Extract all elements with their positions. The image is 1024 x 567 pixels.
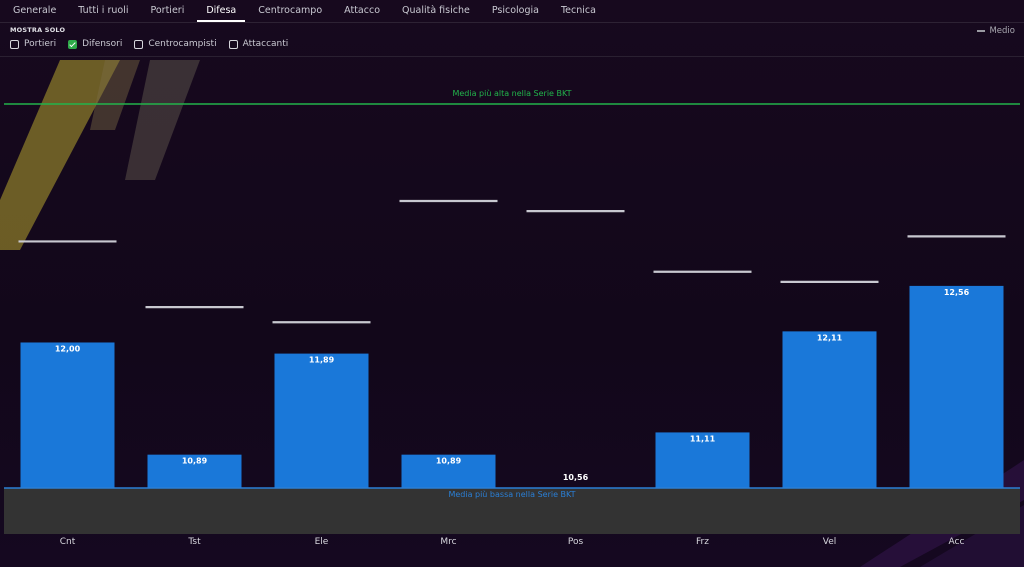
bar-vel (782, 331, 877, 488)
bar-acc (909, 285, 1004, 488)
tab-tutti-i-ruoli[interactable]: Tutti i ruoli (78, 5, 129, 16)
checkbox-attaccanti[interactable] (228, 39, 238, 49)
value-label-cnt: 12,00 (55, 344, 81, 353)
x-tick-pos: Pos (568, 537, 584, 547)
value-label-pos: 10,56 (563, 473, 589, 482)
bar-tst (147, 454, 242, 488)
tab-qualita-fisiche[interactable]: Qualità fisiche (402, 5, 470, 16)
bar-ele (274, 353, 369, 488)
tab-psicologia[interactable]: Psicologia (491, 5, 539, 16)
value-label-vel: 12,11 (817, 333, 843, 342)
tab-attacco[interactable]: Attacco (344, 5, 381, 16)
bar-mrc (401, 454, 496, 488)
checkbox-centrocampisti[interactable] (134, 39, 144, 49)
tab-tecnica[interactable]: Tecnica (560, 5, 596, 16)
filter-difensori-label: Difensori (82, 39, 123, 49)
filter-portieri-label: Portieri (24, 39, 57, 49)
filter-centrocampisti[interactable]: Centrocampisti (134, 39, 217, 49)
legend-average-swatch (977, 30, 986, 32)
value-label-ele: 11,89 (309, 356, 335, 365)
filter-attaccanti[interactable]: Attaccanti (228, 39, 289, 49)
tab-generale[interactable]: Generale (13, 5, 57, 16)
legend-average-label: Medio (989, 26, 1015, 36)
high-average-label: Media più alta nella Serie BKT (452, 89, 571, 98)
filter-attaccanti-label: Attaccanti (242, 39, 289, 49)
value-label-tst: 10,89 (182, 457, 208, 466)
low-average-label: Media più bassa nella Serie BKT (448, 490, 575, 499)
tab-centrocampo[interactable]: Centrocampo (258, 5, 323, 16)
tab-bar: Generale Tutti i ruoli Portieri Difesa C… (0, 0, 1024, 22)
tab-portieri[interactable]: Portieri (150, 5, 185, 16)
x-tick-mrc: Mrc (440, 537, 456, 547)
bar-cnt (20, 342, 115, 488)
x-tick-tst: Tst (187, 537, 201, 547)
filter-group: Portieri Difensori Centrocampisti Attacc… (10, 39, 300, 49)
checkbox-difensori[interactable] (68, 39, 78, 49)
checkbox-portieri[interactable] (10, 39, 19, 49)
tab-divider (0, 22, 1024, 23)
filter-heading: MOSTRA SOLO (10, 26, 66, 34)
legend: Medio (977, 26, 1015, 36)
filter-difensori[interactable]: Difensori (68, 39, 122, 49)
tab-difesa[interactable]: Difesa (195, 0, 247, 22)
filter-centrocampisti-label: Centrocampisti (148, 39, 217, 49)
low-average-band (4, 488, 1020, 534)
value-label-mrc: 10,89 (436, 457, 462, 466)
x-tick-ele: Ele (315, 537, 329, 547)
bar-frz (655, 432, 750, 488)
x-tick-vel: Vel (823, 537, 837, 547)
value-label-acc: 12,56 (944, 288, 970, 297)
filter-divider (0, 56, 1024, 57)
x-tick-acc: Acc (949, 537, 965, 547)
x-tick-frz: Frz (696, 537, 709, 547)
filter-portieri[interactable]: Portieri (10, 39, 56, 49)
value-label-frz: 11,11 (690, 434, 716, 443)
x-tick-cnt: Cnt (60, 537, 76, 547)
